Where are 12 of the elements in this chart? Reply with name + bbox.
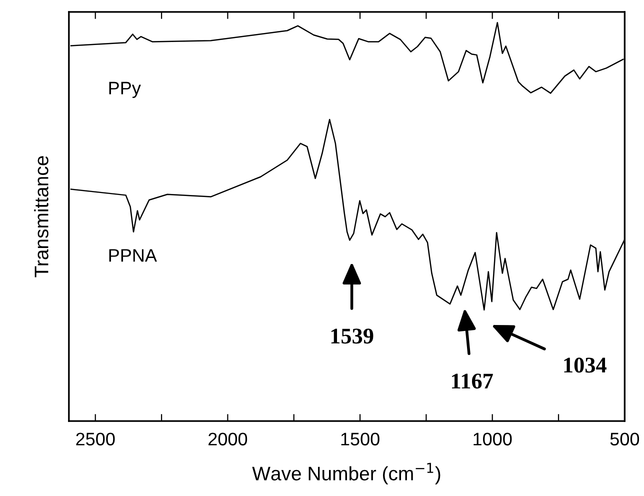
x-tick-label: 1000 <box>474 432 512 446</box>
text: PPy <box>109 82 141 98</box>
x-tick-label: 500 <box>610 432 640 446</box>
x-tick-label: 2500 <box>76 432 115 446</box>
annotation: 1539 <box>331 328 374 344</box>
x-tick-label: 1500 <box>341 432 380 446</box>
x-tick-label: 2000 <box>208 432 248 446</box>
x-axis-title: Wave Number (cm$^{−1}$) <box>252 462 440 484</box>
annotation: 1034 <box>564 358 606 373</box>
annotation: 1167 <box>452 374 493 389</box>
series-label: PPNA <box>109 249 157 262</box>
y-axis-title: Transmittance <box>34 156 48 278</box>
